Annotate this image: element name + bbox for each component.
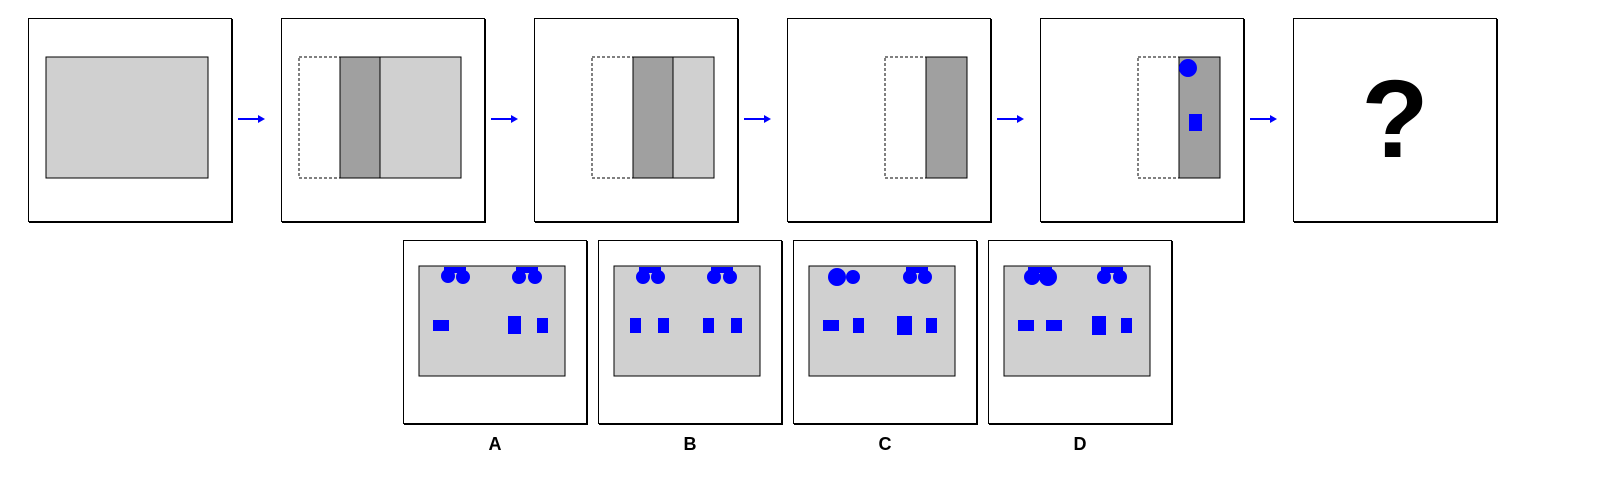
right-arrow-icon	[997, 115, 1024, 123]
sequence-panel-3	[534, 18, 738, 222]
fold-step-2-diagram	[591, 56, 715, 179]
sequence-panel-1	[28, 18, 232, 222]
full-sheet-diagram	[45, 56, 209, 179]
sequence-panel-5	[1040, 18, 1244, 222]
question-mark: ?	[1361, 58, 1429, 181]
fold-step-3-diagram	[884, 56, 968, 179]
punch-step-diagram	[1137, 56, 1221, 179]
option-d-diagram	[1003, 265, 1151, 377]
option-d-label[interactable]: D	[1073, 434, 1087, 454]
option-c-diagram	[808, 265, 956, 377]
right-arrow-icon	[1250, 115, 1277, 123]
right-arrow-icon	[744, 115, 771, 123]
option-a-diagram	[418, 265, 566, 377]
option-b-panel[interactable]	[598, 240, 782, 424]
sequence-panel-2	[281, 18, 485, 222]
option-d-panel[interactable]	[988, 240, 1172, 424]
right-arrow-icon	[238, 115, 265, 123]
punched-circle-hole	[1179, 59, 1197, 77]
option-c-panel[interactable]	[793, 240, 977, 424]
option-a-panel[interactable]	[403, 240, 587, 424]
option-a-label[interactable]: A	[488, 434, 502, 454]
right-arrow-icon	[491, 115, 518, 123]
option-b-label[interactable]: B	[683, 434, 697, 454]
option-b-diagram	[613, 265, 761, 377]
punched-rectangle-hole	[1189, 114, 1202, 131]
sequence-panel-question: ?	[1293, 18, 1497, 222]
fold-step-1-diagram	[298, 56, 462, 179]
sequence-panel-4	[787, 18, 991, 222]
option-c-label[interactable]: C	[878, 434, 892, 454]
